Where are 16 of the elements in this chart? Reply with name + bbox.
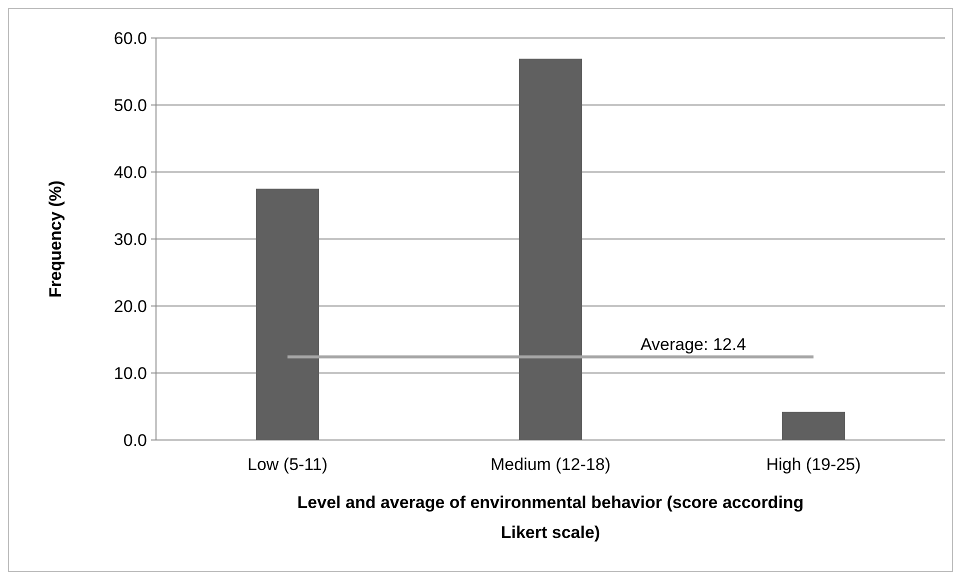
bar: [782, 412, 846, 440]
bar: [518, 58, 582, 440]
y-tick-label: 20.0: [114, 296, 147, 316]
y-tick-label: 60.0: [114, 28, 147, 48]
x-axis-title: Level and average of environmental behavior (score according Likert scale): [297, 493, 804, 542]
ref-line-label: Average: 12.4: [640, 334, 746, 354]
y-tick-label: 10.0: [114, 364, 147, 383]
y-tick-label: 30.0: [114, 230, 147, 249]
x-tick-label: Low (5-11): [248, 455, 328, 474]
x-tick-label: Medium (12-18): [490, 455, 610, 474]
y-axis-title: Frequency (%): [46, 180, 65, 298]
y-tick-label: 40.0: [114, 162, 147, 182]
y-tick-label: 0.0: [123, 430, 147, 450]
x-tick-label: High (19-25): [766, 455, 861, 474]
bar: [256, 188, 320, 440]
y-tick-label: 50.0: [114, 96, 147, 115]
